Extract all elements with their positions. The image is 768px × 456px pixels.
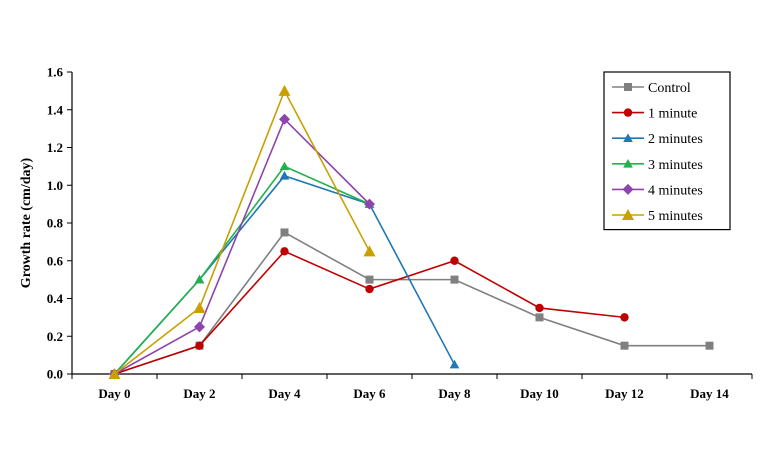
y-tick-label: 0.4 — [47, 291, 64, 306]
axes: 0.0 0.2 0.4 0.6 0.8 1.0 1.2 1.4 1.6 Day 0 Day 2 Day… — [47, 65, 753, 401]
legend-item-1-minute: 1 minute — [612, 107, 697, 122]
legend-marker — [624, 83, 632, 91]
data-point-5-minutes — [363, 245, 376, 257]
data-point-1-minute — [195, 341, 204, 350]
y-tick-label: 0.6 — [47, 253, 64, 268]
data-point-1-minute — [365, 284, 374, 294]
y-tick-label: 1.0 — [47, 178, 63, 193]
x-tick-label: Day 8 — [438, 386, 471, 401]
data-point-4-minutes — [279, 113, 290, 125]
legend-label: 2 minutes — [648, 132, 703, 147]
y-tick-label: 0.0 — [47, 367, 63, 382]
y-tick-label: 1.4 — [47, 102, 64, 117]
series-layer — [108, 84, 714, 380]
legend-marker — [623, 133, 633, 142]
legend-label: 5 minutes — [648, 209, 703, 224]
x-tick-label: Day 10 — [520, 386, 559, 401]
legend-item-5-minutes: 5 minutes — [612, 209, 703, 224]
legend-item-2-minutes: 2 minutes — [612, 132, 703, 147]
legend-box — [603, 71, 731, 231]
legend-label: 3 minutes — [648, 158, 703, 173]
x-tick-label: Day 4 — [268, 386, 301, 401]
series-1-minute — [110, 247, 629, 379]
x-tick-label: Day 12 — [605, 386, 644, 401]
x-tick-label: Day 0 — [98, 386, 130, 401]
x-tick-label: Day 14 — [690, 386, 729, 401]
series-line-control — [114, 231, 710, 375]
data-point-1-minute — [450, 256, 459, 265]
y-axis-title: Growth rate (cm/day) — [19, 157, 34, 288]
data-point-control — [705, 341, 714, 350]
series-5-minutes — [108, 84, 376, 379]
data-point-3-minutes — [194, 274, 205, 284]
legend-item-4-minutes: 4 minutes — [612, 183, 703, 198]
legend-label: 4 minutes — [648, 183, 703, 198]
legend-marker — [622, 209, 634, 220]
data-point-3-minutes — [279, 161, 290, 171]
legend: Control 1 minute 2 minutes 3 minutes 4 minut… — [603, 71, 731, 231]
data-point-2-minutes — [279, 171, 290, 180]
legend-label: Control — [648, 81, 691, 96]
data-point-1-minute — [620, 313, 629, 322]
data-point-control — [365, 275, 374, 284]
data-point-5-minutes — [193, 301, 206, 313]
series-line-1-minute — [114, 250, 625, 375]
data-point-control — [535, 313, 544, 322]
legend-label: 1 minute — [648, 107, 697, 122]
legend-marker — [623, 159, 633, 168]
y-tick-label: 1.6 — [47, 65, 64, 80]
data-point-5-minutes — [108, 368, 121, 379]
series-4-minutes — [109, 113, 375, 380]
series-line-4-minutes — [114, 117, 371, 375]
data-point-4-minutes — [194, 321, 205, 333]
y-tick-label: 1.2 — [47, 140, 63, 155]
x-tick-label: Day 6 — [353, 386, 386, 401]
series-3-minutes — [109, 161, 375, 378]
data-point-5-minutes — [278, 84, 291, 96]
data-point-1-minute — [280, 247, 289, 256]
data-point-control — [450, 275, 459, 284]
data-point-control — [280, 228, 289, 237]
y-tick-label: 0.2 — [47, 329, 63, 344]
series-line-2-minutes — [113, 174, 456, 375]
series-line-5-minutes — [114, 88, 371, 375]
legend-marker — [623, 108, 633, 117]
legend-item-3-minutes: 3 minutes — [612, 158, 703, 173]
legend-marker — [622, 183, 634, 195]
legend-item-control: Control — [612, 81, 691, 96]
data-point-2-minutes — [449, 359, 460, 369]
y-tick-label: 0.8 — [47, 216, 64, 231]
data-point-control — [620, 341, 629, 350]
data-point-1-minute — [535, 303, 544, 313]
x-tick-label: Day 2 — [183, 386, 215, 401]
data-point-4-minutes — [364, 198, 375, 210]
